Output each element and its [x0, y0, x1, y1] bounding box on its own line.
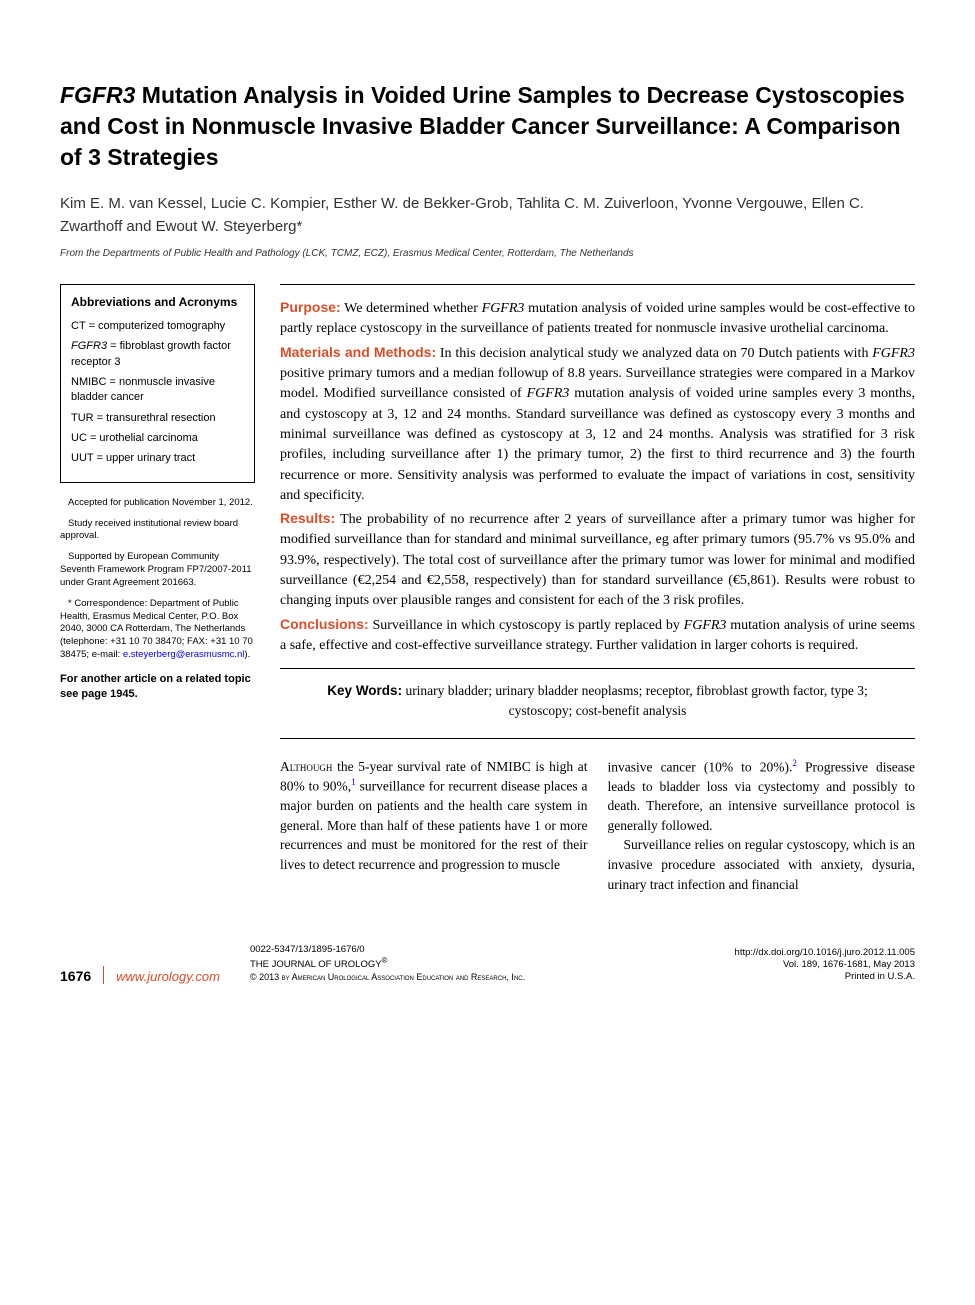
gene-italic: FGFR3 — [872, 346, 915, 361]
purpose-text: We determined whether FGFR3 mutation ana… — [280, 301, 915, 336]
footer-divider — [103, 966, 104, 984]
body-two-column: Although the 5-year survival rate of NMI… — [280, 757, 915, 894]
sidebar-note: Study received institutional review boar… — [60, 518, 255, 544]
footer-copyright: © 2013 by American Urological Associatio… — [250, 972, 735, 984]
abbreviation-item: UUT = upper urinary tract — [71, 451, 244, 466]
abbreviation-item: UC = urothelial carcinoma — [71, 431, 244, 446]
footer-doi[interactable]: http://dx.doi.org/10.1016/j.juro.2012.11… — [735, 947, 915, 959]
article-title: FGFR3 Mutation Analysis in Voided Urine … — [60, 80, 915, 173]
body-p2-a: invasive cancer (10% to 20%). — [608, 759, 793, 774]
results-label: Results: — [280, 510, 335, 526]
author-list: Kim E. M. van Kessel, Lucie C. Kompier, … — [60, 193, 915, 238]
abbr-term: CT — [71, 320, 85, 332]
title-rest: Mutation Analysis in Voided Urine Sample… — [60, 82, 905, 170]
abbreviations-box: Abbreviations and Acronyms CT = computer… — [60, 284, 255, 483]
footer-journal-name: THE JOURNAL OF UROLOGY — [250, 960, 382, 971]
body-p3: Surveillance relies on regular cystoscop… — [608, 835, 916, 894]
abbreviation-item: CT = computerized tomography — [71, 319, 244, 334]
abstract-methods: Materials and Methods: In this decision … — [280, 342, 915, 506]
gene-italic: FGFR3 — [527, 386, 570, 401]
title-gene-italic: FGFR3 — [60, 82, 135, 108]
conclusions-text: Surveillance in which cystoscopy is part… — [280, 618, 915, 653]
rule-mid-1 — [280, 668, 915, 669]
abbr-term: TUR — [71, 412, 94, 424]
abstract-conclusions: Conclusions: Surveillance in which cysto… — [280, 614, 915, 657]
abbr-term: UUT — [71, 452, 93, 464]
keywords: Key Words: urinary bladder; urinary blad… — [280, 677, 915, 726]
sidebar: Abbreviations and Acronyms CT = computer… — [60, 284, 255, 894]
page-number: 1676 — [60, 968, 91, 984]
abbreviation-item: TUR = transurethral resection — [71, 411, 244, 426]
footer-right: http://dx.doi.org/10.1016/j.juro.2012.11… — [735, 947, 915, 984]
body-p2: invasive cancer (10% to 20%).2 Progressi… — [608, 757, 916, 836]
abbr-term: NMIBC — [71, 376, 106, 388]
sidebar-notes: Accepted for publication November 1, 201… — [60, 497, 255, 662]
body-col-left: Although the 5-year survival rate of NMI… — [280, 757, 588, 894]
abstract-column: Purpose: We determined whether FGFR3 mut… — [280, 284, 915, 894]
journal-url[interactable]: www.jurology.com — [116, 969, 220, 984]
footer-issn: 0022-5347/13/1895-1676/0 — [250, 944, 735, 956]
registered-icon: ® — [382, 956, 388, 965]
body-lead-word: Although — [280, 759, 332, 774]
body-col-right: invasive cancer (10% to 20%).2 Progressi… — [608, 757, 916, 894]
sidebar-note: Accepted for publication November 1, 201… — [60, 497, 255, 510]
abstract-results: Results: The probability of no recurrenc… — [280, 508, 915, 611]
gene-italic: FGFR3 — [684, 618, 727, 633]
affiliation: From the Departments of Public Health an… — [60, 248, 915, 259]
page-footer: 1676 www.jurology.com 0022-5347/13/1895-… — [60, 934, 915, 984]
abbreviation-item: FGFR3 = fibroblast growth factor recepto… — [71, 339, 244, 370]
rule-top — [280, 284, 915, 285]
body-p1: Although the 5-year survival rate of NMI… — [280, 757, 588, 875]
keywords-text: urinary bladder; urinary bladder neoplas… — [402, 683, 868, 718]
related-article-note: For another article on a related topic s… — [60, 672, 255, 703]
footer-journal: THE JOURNAL OF UROLOGY® — [250, 956, 735, 972]
footer-printed: Printed in U.S.A. — [735, 971, 915, 983]
purpose-label: Purpose: — [280, 299, 341, 315]
footer-vol: Vol. 189, 1676-1681, May 2013 — [735, 959, 915, 971]
keywords-label: Key Words: — [327, 683, 402, 698]
abbreviations-list: CT = computerized tomography FGFR3 = fibr… — [71, 319, 244, 467]
methods-label: Materials and Methods: — [280, 344, 436, 360]
abbreviation-item: NMIBC = nonmuscle invasive bladder cance… — [71, 375, 244, 406]
abbr-term: FGFR3 — [71, 340, 107, 352]
abbr-term: UC — [71, 432, 87, 444]
sidebar-note: Supported by European Community Seventh … — [60, 551, 255, 589]
sidebar-note: * Correspondence: Department of Public H… — [60, 598, 255, 662]
correspondence-email-link[interactable]: e.steyerberg@erasmusmc.nl — [123, 649, 245, 660]
abbreviations-heading: Abbreviations and Acronyms — [71, 295, 244, 311]
footer-middle: 0022-5347/13/1895-1676/0 THE JOURNAL OF … — [220, 944, 735, 984]
results-text: The probability of no recurrence after 2… — [280, 512, 915, 608]
conclusions-label: Conclusions: — [280, 616, 369, 632]
main-two-column: Abbreviations and Acronyms CT = computer… — [60, 284, 915, 894]
footer-left: 1676 www.jurology.com — [60, 966, 220, 984]
methods-text: In this decision analytical study we ana… — [280, 346, 915, 503]
rule-mid-2 — [280, 738, 915, 739]
gene-italic: FGFR3 — [482, 301, 525, 316]
abstract-purpose: Purpose: We determined whether FGFR3 mut… — [280, 297, 915, 340]
